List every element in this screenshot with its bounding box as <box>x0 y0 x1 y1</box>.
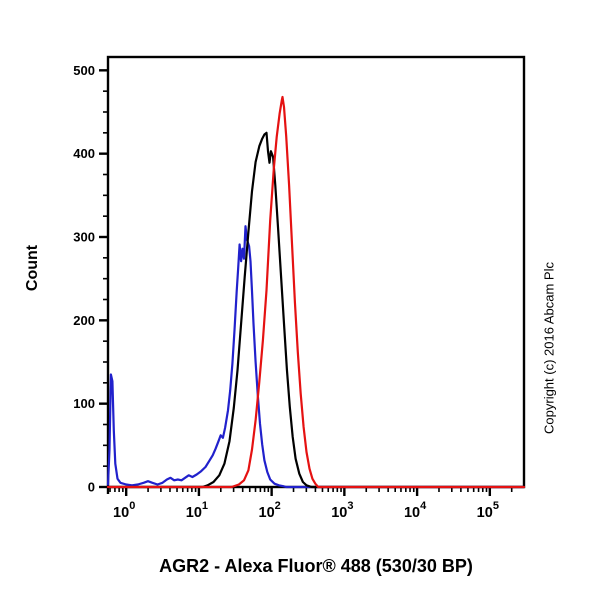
histogram-curve-red <box>106 95 526 489</box>
x-tick-label: 105 <box>477 500 499 521</box>
x-tick-label: 101 <box>186 500 208 521</box>
y-axis-ticks: 0 100 200 300 400 500 <box>73 63 108 495</box>
y-tick-label: 0 <box>88 480 95 495</box>
y-axis-label: Count <box>24 244 41 292</box>
x-tick-label: 102 <box>259 500 281 521</box>
x-tick-label: 104 <box>404 500 427 521</box>
y-tick-label: 400 <box>73 146 95 161</box>
copyright-text: Copyright (c) 2016 Abcam Plc <box>541 262 557 434</box>
y-tick-label: 300 <box>73 230 95 245</box>
x-axis-title: AGR2 - Alexa Fluor® 488 (530/30 BP) <box>159 556 473 576</box>
y-tick-label: 100 <box>73 396 95 411</box>
x-tick-label: 103 <box>331 500 353 521</box>
x-axis-ticks: 100 101 102 103 104 105 <box>109 487 513 521</box>
x-tick-label: 100 <box>113 500 135 521</box>
y-tick-label: 500 <box>73 63 95 78</box>
histogram-curve-black <box>106 131 526 489</box>
plot-frame <box>106 55 526 489</box>
y-tick-label: 200 <box>73 313 95 328</box>
plot-area: 0 100 200 300 400 500 100 101 102 103 104 105 <box>73 55 526 521</box>
histogram-curve-blue <box>106 225 526 489</box>
